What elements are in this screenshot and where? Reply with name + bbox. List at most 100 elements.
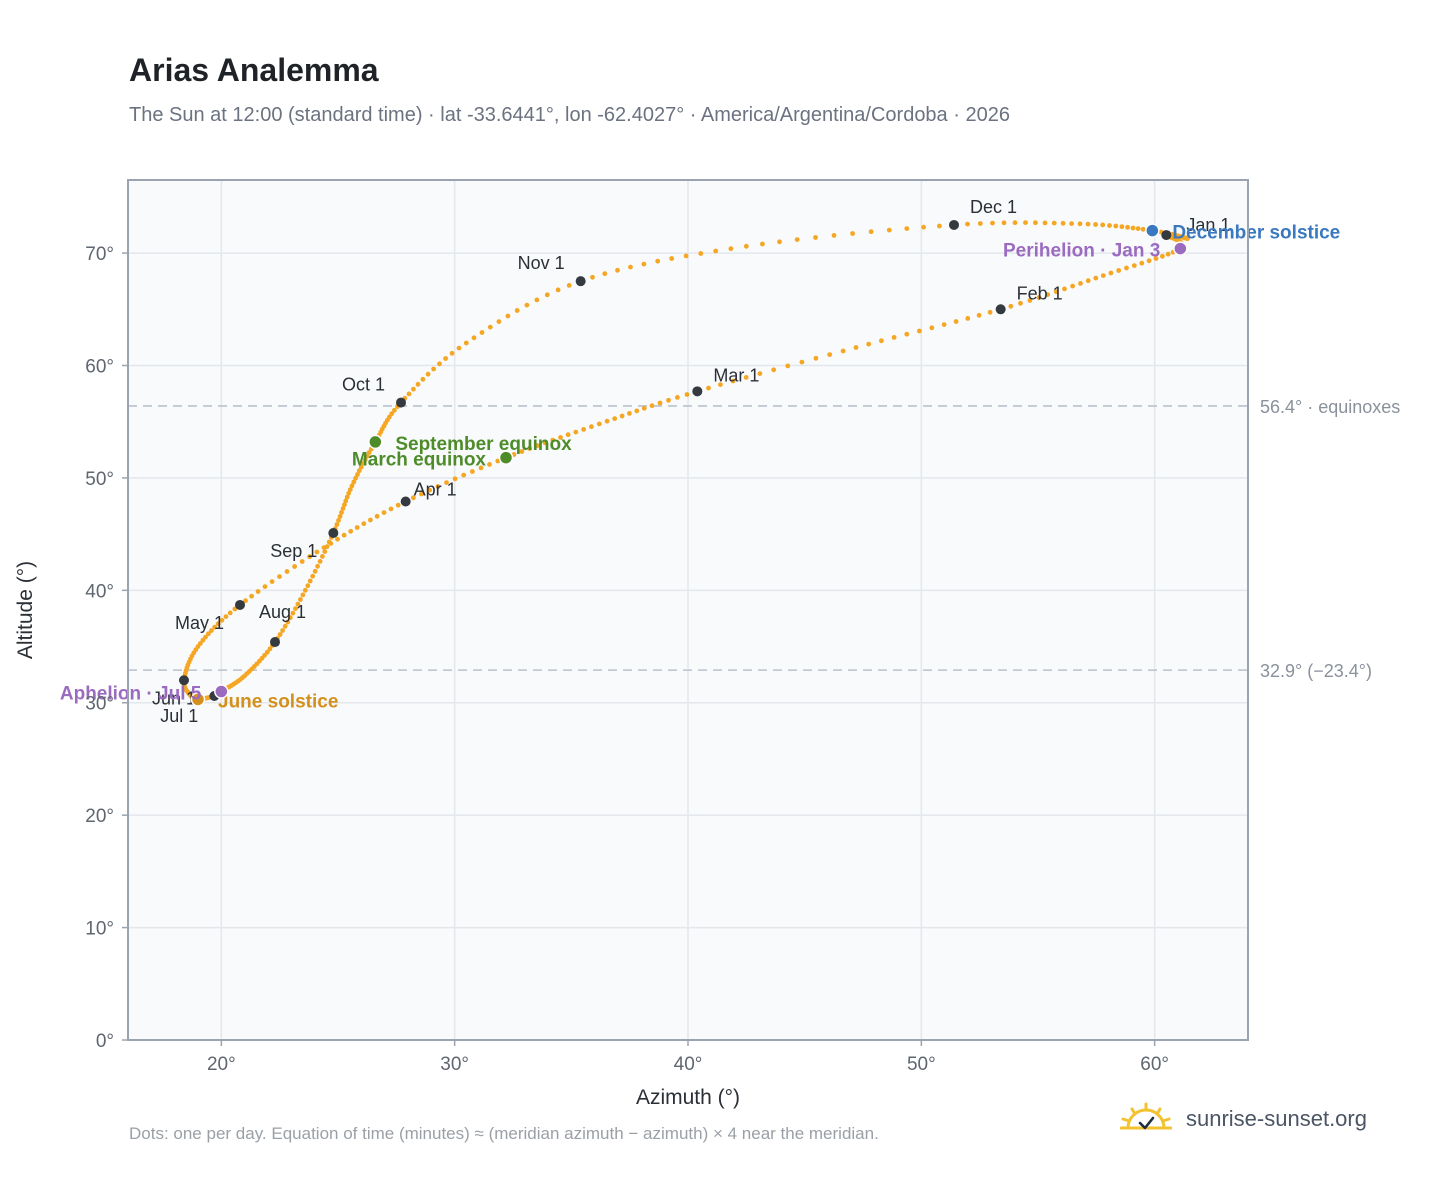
daily-sun-dot — [1023, 220, 1028, 226]
daily-sun-dot — [1116, 268, 1122, 273]
daily-sun-dot — [362, 457, 368, 463]
daily-sun-dot — [461, 472, 467, 478]
brand-logo-link[interactable]: sunrise-sunset.org — [1120, 1102, 1367, 1136]
daily-sun-dot — [977, 221, 983, 226]
daily-sun-dot — [353, 475, 358, 481]
event-markers: December solstice June solstice September … — [60, 223, 1340, 713]
daily-sun-dot — [840, 348, 846, 354]
daily-sun-dot — [1001, 220, 1007, 226]
daily-sun-dot — [628, 264, 633, 270]
daily-sun-dot — [542, 440, 548, 446]
daily-sun-dot — [290, 610, 296, 616]
month-marker-label: Jul 1 — [160, 706, 198, 726]
daily-sun-dot — [1124, 265, 1129, 271]
daily-sun-dot — [1130, 225, 1136, 231]
daily-sun-dot — [1060, 220, 1066, 226]
daily-sun-dot — [917, 328, 922, 334]
daily-sun-dot — [990, 220, 995, 226]
daily-sun-dot — [1012, 220, 1018, 226]
daily-sun-dot — [590, 274, 595, 280]
daily-sun-dot — [1113, 223, 1119, 229]
daily-sun-dot — [1135, 226, 1141, 232]
month-marker — [995, 304, 1006, 315]
daily-sun-dot — [342, 502, 347, 508]
daily-sun-dot — [706, 385, 711, 391]
daily-sun-dot — [573, 429, 579, 435]
daily-sun-dot — [355, 472, 360, 477]
daily-sun-dot — [713, 248, 719, 254]
daily-sun-dot — [298, 597, 303, 602]
daily-sun-dot — [941, 322, 947, 327]
daily-sun-dot — [1062, 286, 1067, 292]
daily-sun-dot — [976, 312, 982, 318]
y-tick-label: 0° — [96, 1031, 114, 1052]
daily-sun-dot — [1119, 224, 1125, 230]
daily-sun-dot — [604, 418, 610, 424]
daily-sun-dot — [669, 256, 675, 261]
daily-sun-dot — [813, 235, 818, 240]
daily-sun-dot — [314, 549, 320, 555]
daily-sun-dot — [1108, 270, 1114, 276]
axis-ticks: 20° 30° 40° 50° 60° 0° 10° 20° 30° 40° 50° 60° 70° — [85, 244, 1169, 1075]
daily-sun-dot — [392, 407, 397, 413]
daily-sun-dot — [411, 495, 416, 501]
daily-sun-dot — [558, 435, 563, 440]
daily-sun-dot — [317, 559, 323, 564]
event-marker — [1145, 223, 1160, 238]
daily-sun-dot — [351, 479, 357, 485]
event-marker — [498, 450, 514, 465]
month-marker — [235, 599, 245, 610]
daily-sun-dot — [496, 319, 502, 324]
daily-sun-dot — [295, 601, 301, 607]
daily-sun-dot — [277, 632, 283, 637]
daily-sun-dot — [683, 253, 689, 259]
daily-sun-dot — [349, 483, 355, 489]
daily-sun-dot — [953, 319, 959, 324]
daily-sun-dot — [634, 408, 640, 414]
month-marker — [1161, 230, 1172, 241]
daily-sun-dot — [743, 243, 749, 249]
daily-sun-dot — [293, 606, 298, 611]
daily-sun-dot — [743, 375, 749, 380]
daily-sun-dot — [487, 462, 492, 467]
daily-sun-dot — [831, 233, 837, 238]
month-marker-label: Jan 1 — [1186, 215, 1230, 235]
event-marker — [214, 684, 229, 699]
daily-sun-dot — [1093, 275, 1099, 281]
month-marker — [328, 527, 339, 538]
analemma-curve — [181, 220, 1190, 702]
daily-sun-dot — [1008, 303, 1014, 309]
footnote: Dots: one per day. Equation of time (min… — [129, 1124, 879, 1143]
daily-sun-dot — [310, 573, 316, 579]
daily-sun-dot — [904, 331, 910, 337]
daily-sun-dot — [443, 356, 448, 361]
y-tick-label: 20° — [85, 806, 114, 827]
daily-sun-dot — [425, 371, 431, 377]
daily-sun-dot — [322, 549, 328, 554]
daily-sun-dot — [427, 487, 432, 493]
daily-sun-dot — [698, 251, 704, 256]
daily-sun-dot — [280, 628, 285, 633]
daily-sun-dot — [346, 490, 352, 496]
event-label: June solstice — [218, 691, 338, 712]
daily-sun-dot — [406, 391, 412, 397]
daily-sun-dot — [206, 631, 211, 637]
daily-sun-dot — [223, 614, 229, 619]
daily-sun-dot — [1070, 283, 1075, 289]
month-marker — [396, 397, 406, 408]
daily-sun-dot — [219, 617, 225, 623]
daily-sun-dot — [320, 554, 325, 559]
daily-sun-dot — [1085, 221, 1091, 227]
daily-sun-dot — [596, 421, 602, 427]
month-marker-label: Nov 1 — [518, 253, 565, 273]
daily-sun-dot — [1153, 256, 1159, 261]
x-tick-label: 60° — [1140, 1054, 1169, 1075]
daily-sun-dot — [368, 517, 373, 523]
daily-sun-dot — [655, 258, 661, 264]
daily-sun-dot — [1069, 221, 1074, 227]
daily-sun-dot — [649, 403, 655, 409]
daily-sun-dot — [886, 227, 892, 233]
daily-sun-dot — [277, 574, 282, 579]
month-marker-label: Mar 1 — [713, 365, 759, 385]
